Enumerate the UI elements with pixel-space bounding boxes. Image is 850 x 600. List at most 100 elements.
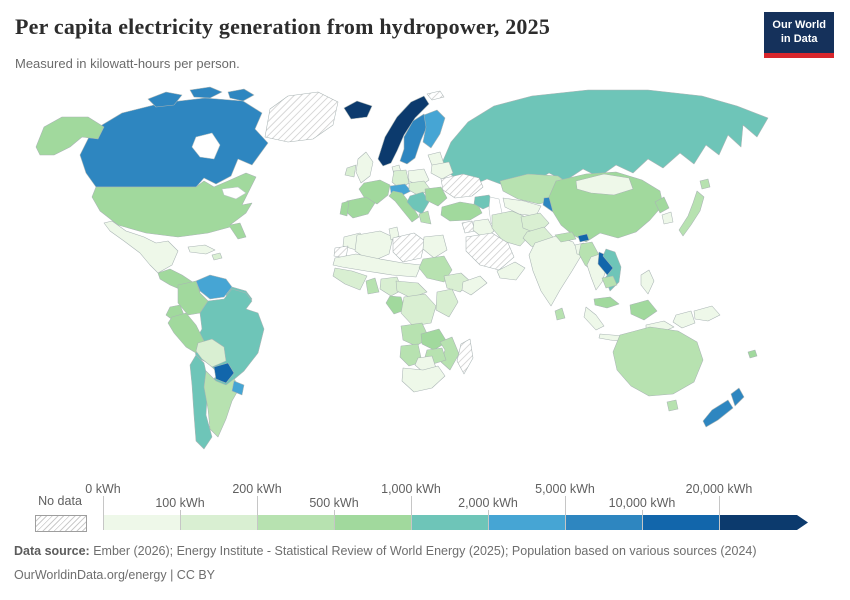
country-syria[interactable] (461, 220, 476, 234)
legend-bin-20,000+[interactable] (719, 515, 808, 530)
data-source-line: Data source: Ember (2026); Energy Instit… (14, 543, 834, 560)
country-norway[interactable] (377, 95, 430, 167)
no-data-swatch[interactable] (35, 515, 87, 532)
country-united-kingdom[interactable] (355, 151, 374, 184)
legend-tick-label: 100 kWh (155, 496, 205, 510)
country-japan[interactable] (678, 190, 705, 237)
data-source-label: Data source: (14, 544, 90, 558)
legend-bin-100–200[interactable] (180, 515, 257, 530)
country-argentina[interactable] (203, 370, 241, 438)
country-algeria[interactable] (354, 230, 394, 263)
country-ireland[interactable] (344, 164, 357, 178)
region-caucasus[interactable] (473, 194, 495, 210)
region-sumatra-indonesia[interactable] (583, 306, 605, 331)
country-ukraine[interactable] (440, 173, 484, 199)
country-south-korea[interactable] (661, 211, 674, 225)
country-mozambique[interactable] (439, 336, 460, 371)
region-west-africa[interactable] (332, 267, 368, 291)
region-east-africa[interactable] (435, 288, 459, 318)
country-greenland[interactable] (264, 91, 339, 143)
legend-tick-label: 2,000 kWh (458, 496, 518, 510)
country-sweden[interactable] (399, 113, 430, 165)
legend-tick-line (257, 496, 258, 530)
country-ghana[interactable] (365, 277, 380, 295)
country-belarus[interactable] (430, 161, 454, 180)
legend-bin-10,000–20,000[interactable] (642, 515, 719, 530)
owid-logo[interactable]: Our World in Data (764, 12, 834, 58)
country-new-zealand-north[interactable] (730, 387, 745, 407)
country-hispaniola[interactable] (211, 252, 223, 261)
hudson-bay (191, 132, 221, 160)
country-nepal[interactable] (554, 231, 577, 243)
legend-tick-line (103, 496, 104, 530)
no-data-label: No data (38, 494, 82, 508)
country-zambia[interactable] (420, 328, 448, 351)
country-saudi-arabia[interactable] (465, 232, 515, 271)
region-borneo[interactable] (629, 299, 658, 321)
region-central-europe[interactable] (408, 180, 431, 197)
legend-bin-200–500[interactable] (257, 515, 334, 530)
region-romania-bulgaria[interactable] (424, 186, 448, 207)
country-bhutan[interactable] (577, 233, 590, 243)
world-choropleth-svg (35, 86, 769, 450)
legend-bin-0–100[interactable] (103, 515, 180, 530)
country-madagascar[interactable] (456, 338, 474, 375)
country-sri-lanka[interactable] (554, 307, 566, 321)
region-west-papua-indonesia[interactable] (672, 310, 696, 329)
country-uruguay[interactable] (231, 380, 245, 396)
license-line[interactable]: OurWorldinData.org/energy | CC BY (14, 567, 216, 582)
region-yemen-oman[interactable] (496, 261, 526, 281)
country-egypt[interactable] (422, 234, 448, 259)
legend-bin-500–1,000[interactable] (334, 515, 411, 530)
country-south-africa[interactable] (401, 365, 446, 393)
country-paraguay[interactable] (213, 362, 235, 384)
page-title: Per capita electricity generation from h… (15, 14, 551, 39)
legend-bin-5,000–10,000[interactable] (565, 515, 642, 530)
country-somalia[interactable] (461, 275, 488, 296)
region-sahel[interactable] (332, 253, 422, 278)
legend-tick-line (719, 496, 720, 530)
region-hokkaido-japan[interactable] (699, 178, 711, 190)
country-canada-arctic-island[interactable] (147, 91, 183, 108)
country-philippines[interactable] (640, 269, 655, 295)
country-canada-arctic-island[interactable] (227, 88, 255, 102)
region-tasmania[interactable] (666, 399, 679, 412)
country-united-states[interactable] (91, 172, 257, 240)
country-fiji[interactable] (747, 349, 758, 359)
country-new-zealand-south[interactable] (702, 399, 734, 428)
country-china[interactable] (548, 171, 664, 243)
country-mexico[interactable] (103, 220, 179, 274)
legend-tick-label: 0 kWh (85, 482, 121, 496)
country-italy[interactable] (388, 190, 420, 223)
country-peru[interactable] (167, 312, 205, 354)
country-dr-congo[interactable] (400, 293, 437, 327)
region-svalbard[interactable] (426, 90, 445, 101)
country-bolivia[interactable] (195, 338, 227, 368)
country-greece[interactable] (418, 210, 432, 225)
country-gabon[interactable] (385, 295, 406, 315)
country-cambodia[interactable] (601, 275, 618, 289)
data-source-text: Ember (2026); Energy Institute - Statist… (93, 544, 757, 558)
country-australia[interactable] (612, 326, 704, 397)
great-lakes (221, 186, 247, 200)
country-alaska-usa[interactable] (35, 116, 105, 156)
country-malaysia[interactable] (593, 296, 620, 309)
country-papua-new-guinea[interactable] (693, 305, 721, 322)
legend-bin-1,000–2,000[interactable] (411, 515, 488, 530)
country-portugal[interactable] (339, 200, 350, 217)
country-libya[interactable] (392, 232, 426, 263)
country-sudan[interactable] (418, 255, 453, 283)
country-turkey[interactable] (440, 201, 483, 222)
country-india[interactable] (528, 235, 582, 307)
legend-tick-label: 5,000 kWh (535, 482, 595, 496)
country-tunisia[interactable] (388, 226, 400, 241)
country-cuba[interactable] (187, 244, 216, 255)
country-finland[interactable] (422, 109, 446, 149)
country-canada-arctic-island[interactable] (189, 86, 223, 99)
country-north-korea[interactable] (654, 196, 670, 214)
country-mongolia[interactable] (575, 173, 634, 196)
country-canada[interactable] (79, 97, 269, 188)
country-russia[interactable] (441, 89, 769, 186)
legend-bin-2,000–5,000[interactable] (488, 515, 565, 530)
country-iceland[interactable] (343, 100, 373, 120)
